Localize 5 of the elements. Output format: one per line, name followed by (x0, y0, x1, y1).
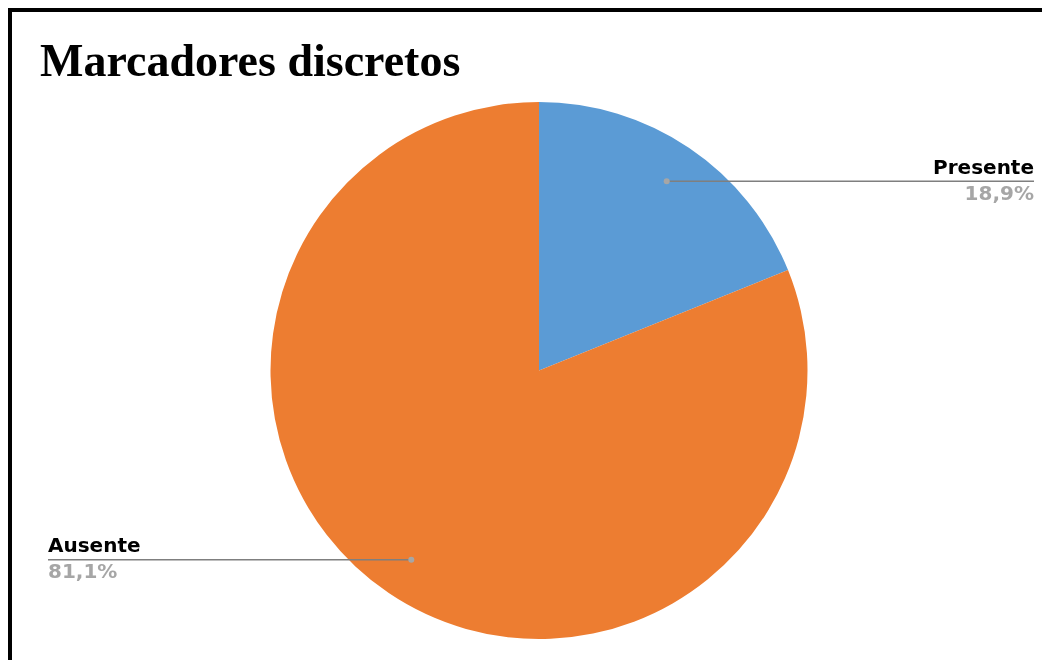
chart-title: Marcadores discretos (40, 34, 461, 87)
data-label: 81,1% (48, 558, 118, 583)
slice-label: Ausente (48, 532, 141, 557)
slice-label: Presente (933, 154, 1034, 179)
data-label: 18,9% (964, 180, 1034, 205)
